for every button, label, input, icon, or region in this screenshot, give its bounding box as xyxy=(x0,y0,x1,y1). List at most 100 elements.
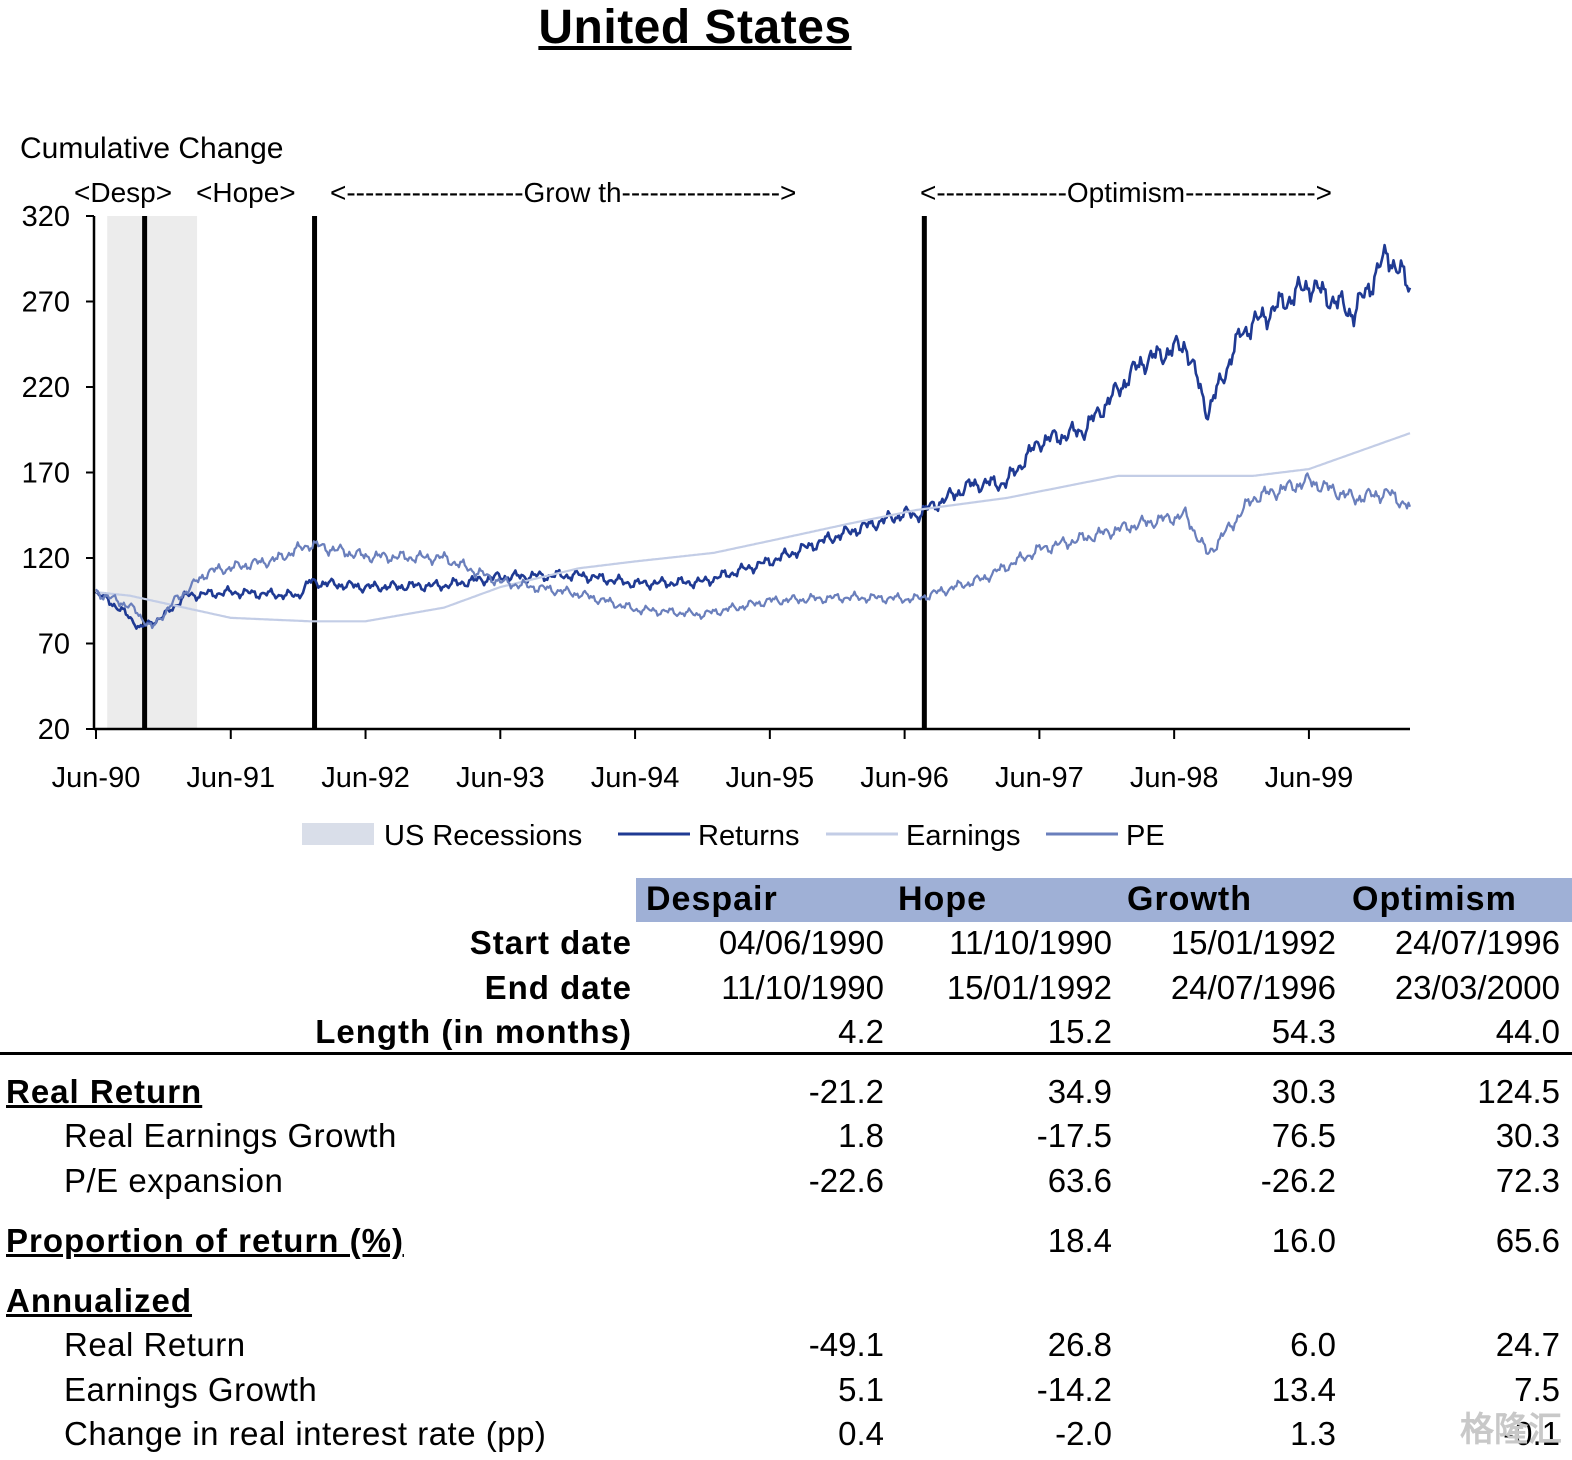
y-tick-label: 220 xyxy=(22,372,70,404)
x-tick-label: Jun-92 xyxy=(321,762,410,794)
series-line-returns xyxy=(94,243,1412,630)
table-row: Real Earnings Growth 1.8 -17.5 76.5 30.3 xyxy=(0,1117,1572,1161)
cell: 5.1 xyxy=(838,1371,884,1408)
cell: 72.3 xyxy=(1495,1162,1560,1199)
y-tick-label: 320 xyxy=(22,201,70,233)
cell: 1.3 xyxy=(1290,1415,1336,1452)
x-tick-label: Jun-90 xyxy=(52,762,141,794)
table-row: Proportion of return (%) 18.4 16.0 65.6 xyxy=(0,1222,1572,1266)
x-tick-label: Jun-91 xyxy=(186,762,275,794)
cell: 4.2 xyxy=(838,1013,884,1050)
cell: 18.4 xyxy=(1047,1222,1112,1259)
row-label: Earnings Growth xyxy=(64,1371,318,1408)
y-axis-label: Cumulative Change xyxy=(20,132,283,165)
cell: -0.1 xyxy=(1503,1415,1560,1452)
table-row: Real Return -49.1 26.8 6.0 24.7 xyxy=(0,1326,1572,1370)
table-header xyxy=(636,878,1572,922)
cell: -49.1 xyxy=(808,1326,884,1363)
cell: 30.3 xyxy=(1271,1073,1336,1110)
cell: 15/01/1992 xyxy=(1170,924,1336,961)
section-label: Real Return xyxy=(6,1073,203,1110)
cumulative-change-chart: <Desp> <Hope> <-------------------Grow th-… xyxy=(20,132,1412,852)
legend-label: Returns xyxy=(698,820,800,852)
cell: 0.4 xyxy=(838,1415,884,1452)
table-row: Change in real interest rate (pp) 0.4 -2… xyxy=(0,1415,1572,1459)
cell: 65.6 xyxy=(1495,1222,1560,1259)
y-tick-label: 20 xyxy=(38,714,70,746)
cell: -26.2 xyxy=(1260,1162,1336,1199)
phase-label: <-------------------Grow th-------------… xyxy=(330,177,796,208)
header-optimism: Optimism xyxy=(1352,880,1517,918)
cell: 16.0 xyxy=(1271,1222,1336,1259)
cell: 11/10/1990 xyxy=(721,969,884,1006)
cell: 15/01/1992 xyxy=(946,969,1112,1006)
table-row: End date 11/10/1990 15/01/1992 24/07/199… xyxy=(0,969,1572,1013)
series-line-pe xyxy=(95,472,1412,630)
y-tick-label: 170 xyxy=(22,458,70,490)
cell: 76.5 xyxy=(1271,1117,1336,1154)
phase-label: <--------------Optimism--------------> xyxy=(920,177,1332,208)
row-label: Real Return xyxy=(64,1326,246,1363)
cell: 26.8 xyxy=(1047,1326,1112,1363)
page-title: United States xyxy=(538,1,852,54)
legend-label: PE xyxy=(1126,820,1165,852)
cell: -22.6 xyxy=(808,1162,884,1199)
row-label: Real Earnings Growth xyxy=(64,1117,397,1154)
y-tick-label: 120 xyxy=(22,543,70,575)
series-line-earnings xyxy=(95,432,1411,623)
cell: 24/07/1996 xyxy=(1394,924,1560,961)
table-row: Annualized xyxy=(0,1282,1572,1326)
cell: 1.8 xyxy=(838,1117,884,1154)
table-row: Real Return -21.2 34.9 30.3 124.5 xyxy=(0,1073,1572,1117)
y-tick-label: 270 xyxy=(22,287,70,319)
table-row: Earnings Growth 5.1 -14.2 13.4 7.5 xyxy=(0,1371,1572,1415)
cell: 124.5 xyxy=(1477,1073,1560,1110)
phase-label: <Hope> xyxy=(196,177,296,208)
row-label: P/E expansion xyxy=(64,1162,284,1199)
cell: 24/07/1996 xyxy=(1170,969,1336,1006)
recession-band xyxy=(107,216,198,729)
cell: 34.9 xyxy=(1047,1073,1112,1110)
cell: 23/03/2000 xyxy=(1394,969,1560,1006)
x-tick-label: Jun-94 xyxy=(591,762,680,794)
row-label: End date xyxy=(484,969,632,1006)
row-label: Start date xyxy=(469,924,632,961)
cell: 13.4 xyxy=(1271,1371,1336,1408)
legend-swatch xyxy=(302,823,374,845)
cell: 44.0 xyxy=(1495,1013,1560,1050)
cell: 15.2 xyxy=(1047,1013,1112,1050)
row-label: Change in real interest rate (pp) xyxy=(64,1415,547,1452)
x-tick-label: Jun-95 xyxy=(726,762,815,794)
table-divider xyxy=(0,1052,1572,1055)
cell: 7.5 xyxy=(1514,1371,1560,1408)
header-hope: Hope xyxy=(898,880,987,918)
cell: 63.6 xyxy=(1047,1162,1112,1199)
section-label: Annualized xyxy=(6,1282,193,1319)
y-tick-label: 70 xyxy=(38,629,70,661)
x-tick-label: Jun-98 xyxy=(1130,762,1219,794)
cell: 6.0 xyxy=(1290,1326,1336,1363)
x-tick-label: Jun-97 xyxy=(995,762,1084,794)
phase-label: <Desp> xyxy=(74,177,172,208)
watermark-logo: 格隆汇 xyxy=(1460,1411,1562,1449)
cell: -14.2 xyxy=(1036,1371,1112,1408)
table-row: Length (in months) 4.2 15.2 54.3 44.0 xyxy=(0,1013,1572,1057)
x-tick-label: Jun-96 xyxy=(860,762,949,794)
cell: -17.5 xyxy=(1036,1117,1112,1154)
legend-label: Earnings xyxy=(906,820,1020,852)
cell: 54.3 xyxy=(1271,1013,1336,1050)
section-label: Proportion of return (%) xyxy=(6,1222,404,1259)
cell: 24.7 xyxy=(1495,1326,1560,1363)
legend-label: US Recessions xyxy=(384,820,582,852)
table-row: Start date 04/06/1990 11/10/1990 15/01/1… xyxy=(0,924,1572,968)
cell: 11/10/1990 xyxy=(949,924,1112,961)
x-tick-label: Jun-99 xyxy=(1265,762,1354,794)
cell: -2.0 xyxy=(1055,1415,1112,1452)
table-row: P/E expansion -22.6 63.6 -26.2 72.3 xyxy=(0,1162,1572,1206)
cell: 04/06/1990 xyxy=(718,924,884,961)
row-label: Length (in months) xyxy=(315,1013,632,1050)
cell: 30.3 xyxy=(1495,1117,1560,1154)
header-despair: Despair xyxy=(646,880,778,918)
x-tick-label: Jun-93 xyxy=(456,762,545,794)
cell: -21.2 xyxy=(808,1073,884,1110)
